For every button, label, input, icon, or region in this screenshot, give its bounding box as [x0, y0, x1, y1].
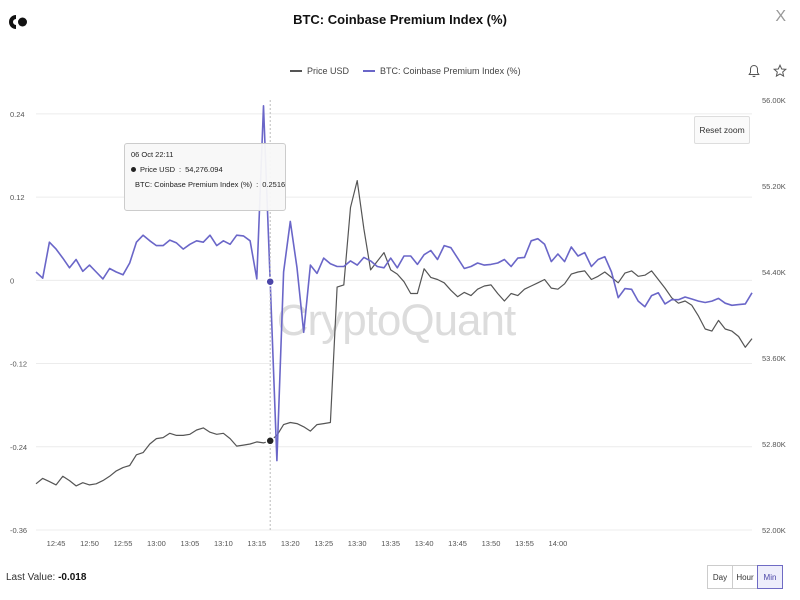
- chart-tooltip: 06 Oct 22:11 Price USD: 54,276.094 BTC: …: [124, 143, 286, 211]
- x-tick-label: 13:20: [281, 539, 300, 548]
- star-icon[interactable]: [773, 64, 787, 78]
- price-usd-line[interactable]: [35, 180, 753, 487]
- legend-item-premium[interactable]: BTC: Coinbase Premium Index (%): [363, 66, 521, 76]
- tooltip-row-price: Price USD: 54,276.094: [131, 165, 279, 174]
- x-tick-label: 12:50: [80, 539, 99, 548]
- legend-item-price[interactable]: Price USD: [290, 66, 349, 76]
- x-tick-label: 12:55: [114, 539, 133, 548]
- reset-zoom-button[interactable]: Reset zoom: [694, 116, 750, 144]
- y-left-tick-label: -0.12: [10, 360, 27, 369]
- x-tick-label: 13:10: [214, 539, 233, 548]
- hover-point-premium: [265, 276, 275, 287]
- range-selector: Day Hour Min: [707, 565, 783, 589]
- chart-legend: Price USD BTC: Coinbase Premium Index (%…: [290, 66, 521, 76]
- premium-index-line[interactable]: [35, 105, 753, 462]
- y-right-tick-label: 52.80K: [762, 440, 786, 449]
- x-tick-label: 13:15: [247, 539, 266, 548]
- hover-markers: [265, 276, 275, 446]
- cryptoquant-logo-icon[interactable]: [8, 14, 28, 30]
- y-left-tick-label: 0.12: [10, 193, 25, 202]
- y-right-tick-label: 55.20K: [762, 182, 786, 191]
- legend-swatch-price: [290, 70, 302, 72]
- y-axis-left-labels: 0.24 0.12 0 -0.12 -0.24 -0.36: [10, 110, 27, 535]
- tooltip-price-label: Price USD: [140, 165, 176, 174]
- tooltip-date: 06 Oct 22:11: [131, 150, 279, 159]
- x-tick-label: 13:45: [448, 539, 467, 548]
- x-tick-label: 12:45: [47, 539, 66, 548]
- tooltip-dot-price: [131, 167, 136, 172]
- tooltip-premium-label: BTC: Coinbase Premium Index (%): [135, 180, 253, 189]
- close-icon[interactable]: X: [775, 8, 786, 25]
- x-tick-label: 13:40: [415, 539, 434, 548]
- y-left-tick-label: -0.36: [10, 526, 27, 535]
- last-value: Last Value: -0.018: [6, 572, 86, 583]
- x-tick-label: 13:05: [181, 539, 200, 548]
- y-left-tick-label: 0: [10, 276, 14, 285]
- x-axis-labels: 12:45 12:50 12:55 13:00 13:05 13:10 13:15 13:20…: [47, 539, 568, 548]
- legend-swatch-premium: [363, 70, 376, 72]
- hover-point-price: [265, 436, 275, 446]
- y-right-tick-label: 53.60K: [762, 354, 786, 363]
- x-tick-label: 13:55: [515, 539, 534, 548]
- series-group: [35, 105, 753, 487]
- x-tick-label: 13:25: [314, 539, 333, 548]
- last-value-number: -0.018: [58, 572, 87, 583]
- y-left-tick-label: 0.24: [10, 110, 25, 119]
- watermark: CryptoQuant: [277, 296, 516, 345]
- legend-label-price: Price USD: [307, 66, 350, 76]
- range-hour-button[interactable]: Hour: [732, 565, 758, 589]
- last-value-label: Last Value:: [6, 572, 56, 583]
- y-left-tick-label: -0.24: [10, 443, 27, 452]
- bell-icon[interactable]: [747, 64, 761, 78]
- x-tick-label: 13:30: [348, 539, 367, 548]
- tooltip-premium-value: 0.2516: [262, 180, 286, 189]
- y-axis-right-labels: 56.00K 55.20K 54.40K 53.60K 52.80K 52.00K: [762, 96, 786, 535]
- chart-title: BTC: Coinbase Premium Index (%): [293, 12, 507, 27]
- legend-label-premium: BTC: Coinbase Premium Index (%): [380, 66, 521, 76]
- chart-grid: [36, 113, 752, 531]
- tooltip-row-premium: BTC: Coinbase Premium Index (%): 0.2516: [135, 180, 286, 189]
- x-tick-label: 13:50: [482, 539, 501, 548]
- y-right-tick-label: 54.40K: [762, 268, 786, 277]
- y-right-tick-label: 56.00K: [762, 96, 786, 105]
- x-tick-label: 14:00: [549, 539, 568, 548]
- range-day-button[interactable]: Day: [707, 565, 733, 589]
- tooltip-date-text: 06 Oct 22:11: [131, 150, 174, 159]
- tooltip-price-value: 54,276.094: [185, 165, 223, 174]
- y-right-tick-label: 52.00K: [762, 526, 786, 535]
- x-tick-label: 13:35: [381, 539, 400, 548]
- x-tick-label: 13:00: [147, 539, 166, 548]
- range-min-button[interactable]: Min: [757, 565, 783, 589]
